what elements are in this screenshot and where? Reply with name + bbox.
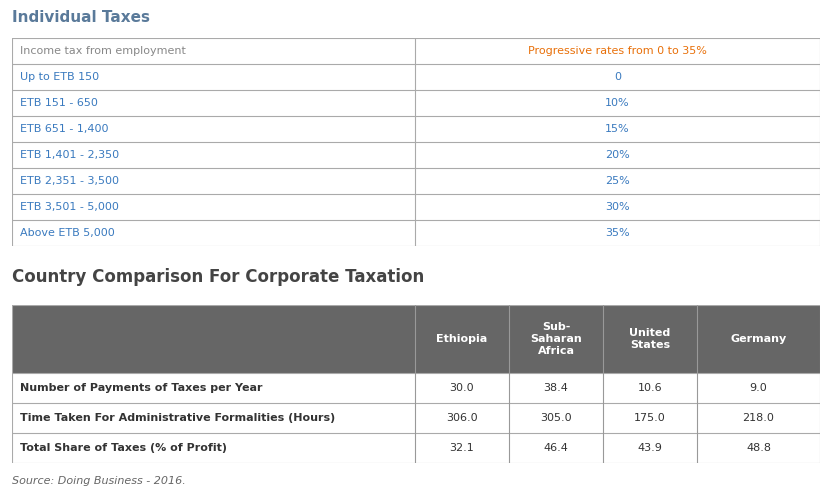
Text: Country Comparison For Corporate Taxation: Country Comparison For Corporate Taxatio… xyxy=(12,268,424,286)
Text: Up to ETB 150: Up to ETB 150 xyxy=(20,72,99,82)
Text: 306.0: 306.0 xyxy=(446,413,477,423)
Text: 43.9: 43.9 xyxy=(637,443,661,453)
Text: 175.0: 175.0 xyxy=(634,413,665,423)
Text: 9.0: 9.0 xyxy=(749,383,767,393)
Text: 30.0: 30.0 xyxy=(449,383,474,393)
Text: 0: 0 xyxy=(614,72,620,82)
Text: 35%: 35% xyxy=(604,228,629,238)
Text: Time Taken For Administrative Formalities (Hours): Time Taken For Administrative Formalitie… xyxy=(20,413,335,423)
Text: 10.6: 10.6 xyxy=(637,383,661,393)
Text: Germany: Germany xyxy=(730,334,786,344)
Text: Individual Taxes: Individual Taxes xyxy=(12,10,150,26)
Text: ETB 2,351 - 3,500: ETB 2,351 - 3,500 xyxy=(20,176,119,186)
Text: 10%: 10% xyxy=(604,98,629,108)
Text: 48.8: 48.8 xyxy=(745,443,770,453)
Text: 25%: 25% xyxy=(604,176,630,186)
Text: ETB 3,501 - 5,000: ETB 3,501 - 5,000 xyxy=(20,202,119,212)
Text: Above ETB 5,000: Above ETB 5,000 xyxy=(20,228,115,238)
Text: Ethiopia: Ethiopia xyxy=(436,334,487,344)
Text: Source: Doing Business - 2016.: Source: Doing Business - 2016. xyxy=(12,476,186,486)
Text: 15%: 15% xyxy=(604,124,629,134)
Text: Income tax from employment: Income tax from employment xyxy=(20,46,186,56)
Text: Progressive rates from 0 to 35%: Progressive rates from 0 to 35% xyxy=(528,46,706,56)
Text: ETB 651 - 1,400: ETB 651 - 1,400 xyxy=(20,124,109,134)
Text: Total Share of Taxes (% of Profit): Total Share of Taxes (% of Profit) xyxy=(20,443,227,453)
Text: United
States: United States xyxy=(629,328,670,350)
Text: Number of Payments of Taxes per Year: Number of Payments of Taxes per Year xyxy=(20,383,263,393)
Text: 305.0: 305.0 xyxy=(539,413,571,423)
Text: 32.1: 32.1 xyxy=(449,443,474,453)
Bar xyxy=(12,305,819,373)
Text: 20%: 20% xyxy=(604,150,630,160)
Text: 46.4: 46.4 xyxy=(543,443,568,453)
Text: 30%: 30% xyxy=(604,202,629,212)
Text: ETB 151 - 650: ETB 151 - 650 xyxy=(20,98,98,108)
Text: 38.4: 38.4 xyxy=(543,383,568,393)
Text: Sub-
Saharan
Africa: Sub- Saharan Africa xyxy=(529,322,581,356)
Text: ETB 1,401 - 2,350: ETB 1,401 - 2,350 xyxy=(20,150,119,160)
Text: 218.0: 218.0 xyxy=(742,413,773,423)
